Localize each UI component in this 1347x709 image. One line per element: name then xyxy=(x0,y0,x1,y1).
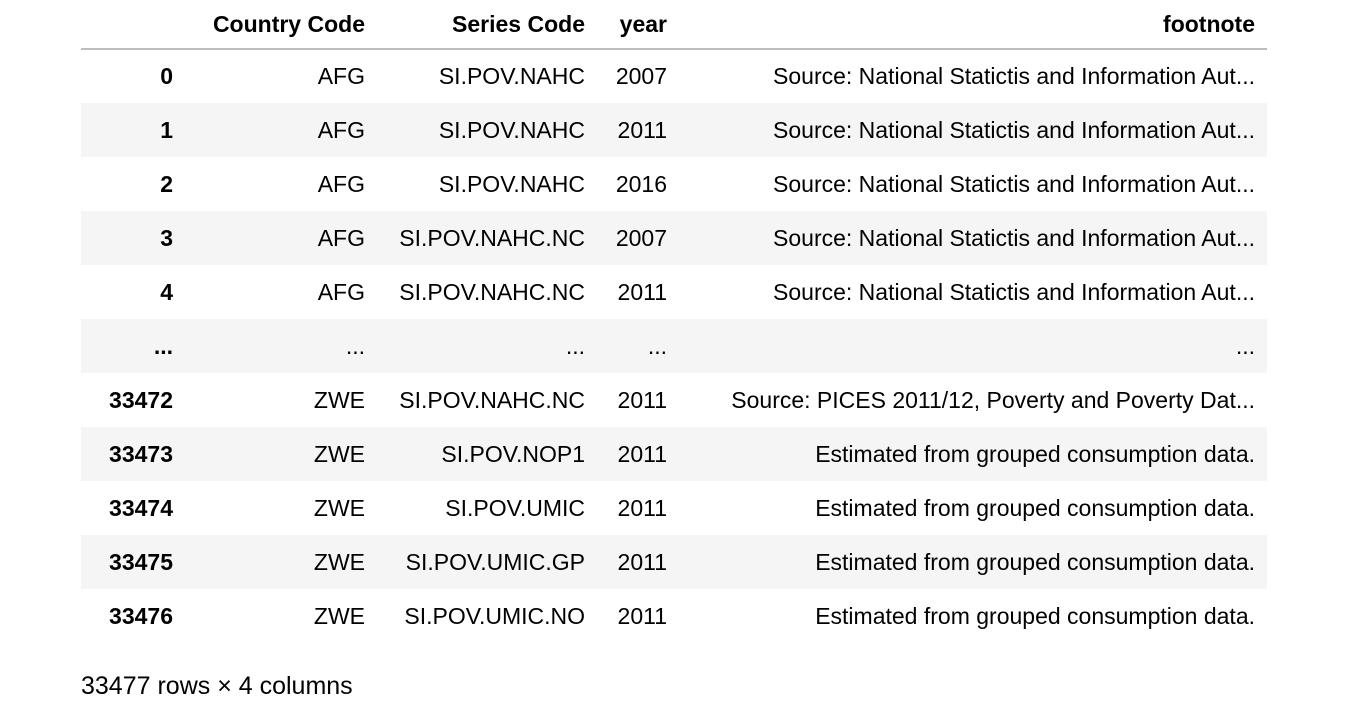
table-row: 2 AFG SI.POV.NAHC 2016 Source: National … xyxy=(81,157,1267,211)
cell-series-code: SI.POV.UMIC xyxy=(445,494,585,521)
cell-series-code: SI.POV.NAHC.NC xyxy=(399,386,585,413)
cell-year: 2007 xyxy=(615,224,667,251)
table-row: 4 AFG SI.POV.NAHC.NC 2011 Source: Nation… xyxy=(81,265,1267,319)
cell-year: ... xyxy=(647,332,667,359)
cell-year: 2011 xyxy=(617,278,667,305)
cell-series-code: SI.POV.NAHC.NC xyxy=(399,224,585,251)
cell-year: 2011 xyxy=(617,548,667,575)
table-row: 3 AFG SI.POV.NAHC.NC 2007 Source: Nation… xyxy=(81,211,1267,265)
cell-country-code: ... xyxy=(345,332,365,359)
table-row: 33472 ZWE SI.POV.NAHC.NC 2011 Source: PI… xyxy=(81,373,1267,427)
cell-year: 2011 xyxy=(617,602,667,629)
row-index: 33472 xyxy=(109,386,173,413)
cell-year: 2007 xyxy=(615,63,667,89)
cell-country-code: ZWE xyxy=(313,602,365,629)
cell-year: 2011 xyxy=(617,116,667,143)
dataframe-table: Country Code Series Code year footnote 0… xyxy=(81,0,1267,643)
row-index: 4 xyxy=(160,278,173,305)
row-index: 1 xyxy=(160,116,173,143)
cell-country-code: AFG xyxy=(317,170,365,197)
cell-series-code: SI.POV.UMIC.NO xyxy=(404,602,585,629)
dataframe-output: Country Code Series Code year footnote 0… xyxy=(81,0,1267,643)
cell-country-code: ZWE xyxy=(313,440,365,467)
cell-footnote: Estimated from grouped consumption data. xyxy=(815,494,1255,521)
table-row: 33476 ZWE SI.POV.UMIC.NO 2011 Estimated … xyxy=(81,589,1267,643)
column-header-series-code: Series Code xyxy=(377,0,597,50)
cell-country-code: AFG xyxy=(317,224,365,251)
cell-footnote: Source: PICES 2011/12, Poverty and Pover… xyxy=(731,386,1255,413)
row-index: 33473 xyxy=(109,440,173,467)
table-row: 33475 ZWE SI.POV.UMIC.GP 2011 Estimated … xyxy=(81,535,1267,589)
table-row: 33473 ZWE SI.POV.NOP1 2011 Estimated fro… xyxy=(81,427,1267,481)
cell-footnote: Source: National Statictis and Informati… xyxy=(773,278,1255,305)
row-index: 33476 xyxy=(109,602,173,629)
cell-footnote: Estimated from grouped consumption data. xyxy=(815,548,1255,575)
cell-year: 2011 xyxy=(617,494,667,521)
dataframe-shape-label: 33477 rows × 4 columns xyxy=(81,672,353,700)
cell-country-code: ZWE xyxy=(313,386,365,413)
ellipsis-row: ... ... ... ... ... xyxy=(81,319,1267,373)
cell-year: 2011 xyxy=(617,386,667,413)
table-row: 1 AFG SI.POV.NAHC 2011 Source: National … xyxy=(81,103,1267,157)
cell-series-code: SI.POV.NOP1 xyxy=(441,440,585,467)
cell-series-code: SI.POV.UMIC.GP xyxy=(405,548,585,575)
cell-series-code: SI.POV.NAHC xyxy=(438,170,585,197)
table-row: 0 AFG SI.POV.NAHC 2007 Source: National … xyxy=(81,49,1267,103)
cell-footnote: Source: National Statictis and Informati… xyxy=(773,63,1255,89)
column-header-country-code: Country Code xyxy=(185,0,377,50)
cell-country-code: ZWE xyxy=(313,548,365,575)
row-index: ... xyxy=(153,332,173,359)
cell-footnote: Source: National Statictis and Informati… xyxy=(773,224,1255,251)
cell-year: 2011 xyxy=(617,440,667,467)
row-index: 2 xyxy=(160,170,173,197)
cell-country-code: AFG xyxy=(317,278,365,305)
column-header-footnote: footnote xyxy=(679,0,1267,50)
cell-series-code: SI.POV.NAHC xyxy=(438,63,585,89)
header-row: Country Code Series Code year footnote xyxy=(81,0,1267,50)
cell-footnote: Source: National Statictis and Informati… xyxy=(773,170,1255,197)
cell-country-code: AFG xyxy=(317,116,365,143)
cell-footnote: Estimated from grouped consumption data. xyxy=(815,602,1255,629)
row-index: 33475 xyxy=(109,548,173,575)
column-header-year: year xyxy=(597,0,679,50)
index-header xyxy=(81,0,185,50)
cell-series-code: SI.POV.NAHC xyxy=(438,116,585,143)
row-index: 3 xyxy=(160,224,173,251)
cell-series-code: ... xyxy=(565,332,585,359)
cell-country-code: AFG xyxy=(317,63,365,89)
cell-year: 2016 xyxy=(615,170,667,197)
cell-footnote: Estimated from grouped consumption data. xyxy=(815,440,1255,467)
row-index: 33474 xyxy=(109,494,173,521)
cell-country-code: ZWE xyxy=(313,494,365,521)
table-row: 33474 ZWE SI.POV.UMIC 2011 Estimated fro… xyxy=(81,481,1267,535)
cell-series-code: SI.POV.NAHC.NC xyxy=(399,278,585,305)
cell-footnote: ... xyxy=(1235,332,1255,359)
cell-footnote: Source: National Statictis and Informati… xyxy=(773,116,1255,143)
row-index: 0 xyxy=(160,63,173,89)
